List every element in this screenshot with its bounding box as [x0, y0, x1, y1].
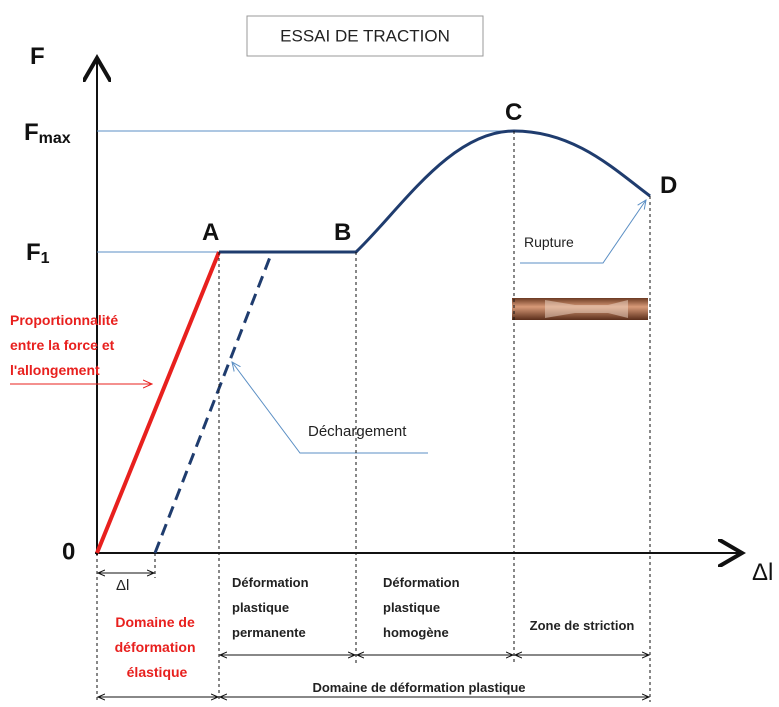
title-box: ESSAI DE TRACTION: [246, 15, 484, 57]
level-main: F: [24, 119, 39, 146]
unloading-line: [153, 251, 274, 554]
plastic-zone-label: Domaine de déformation plastique: [312, 680, 525, 695]
origin-label: 0: [62, 538, 75, 565]
elastic-line: [95, 251, 221, 554]
zone-line: plastique: [383, 600, 440, 615]
f1-label: F1: [26, 239, 50, 267]
zone-line: Domaine de: [115, 614, 195, 630]
zone-line: permanente: [232, 625, 306, 640]
note-line: Proportionnalité: [10, 312, 118, 328]
tensile-curve: [219, 129, 651, 254]
zone-line: déformation: [115, 639, 196, 655]
zone-line: plastique: [232, 600, 289, 615]
necking-zone-label: Zone de striction: [530, 618, 635, 633]
point-label: C: [505, 99, 522, 126]
unloading-note: Déchargement: [308, 423, 407, 440]
zone-line: Déformation: [232, 575, 309, 590]
homogeneous-zone-label: Déformation plastique homogène: [383, 575, 463, 640]
level-sub: 1: [41, 250, 50, 267]
note-line: l'allongement: [10, 362, 100, 378]
zone-line: Déformation: [383, 575, 460, 590]
rupture-note: Rupture: [524, 234, 574, 250]
level-sub: max: [39, 130, 71, 147]
fmax-label: Fmax: [24, 119, 71, 147]
zone-line: homogène: [383, 625, 449, 640]
delta-l-note: Δl: [116, 577, 129, 594]
zone-line: élastique: [127, 664, 188, 680]
proportionality-note: Proportionnalité entre la force et l'all…: [10, 312, 122, 378]
unloading-arrow: [232, 362, 428, 454]
specimen: [512, 298, 648, 320]
level-main: F: [26, 239, 41, 266]
y-axis-label: F: [30, 43, 45, 70]
title: ESSAI DE TRACTION: [280, 26, 450, 45]
point-label: B: [334, 219, 351, 246]
elastic-zone-label: Domaine de déformation élastique: [115, 614, 200, 680]
permanent-zone-label: Déformation plastique permanente: [232, 575, 312, 640]
x-axis-label: Δl: [752, 559, 773, 586]
rupture-arrow: [520, 200, 646, 264]
point-label: D: [660, 172, 677, 199]
point-label: A: [202, 219, 219, 246]
note-line: entre la force et: [10, 337, 115, 353]
